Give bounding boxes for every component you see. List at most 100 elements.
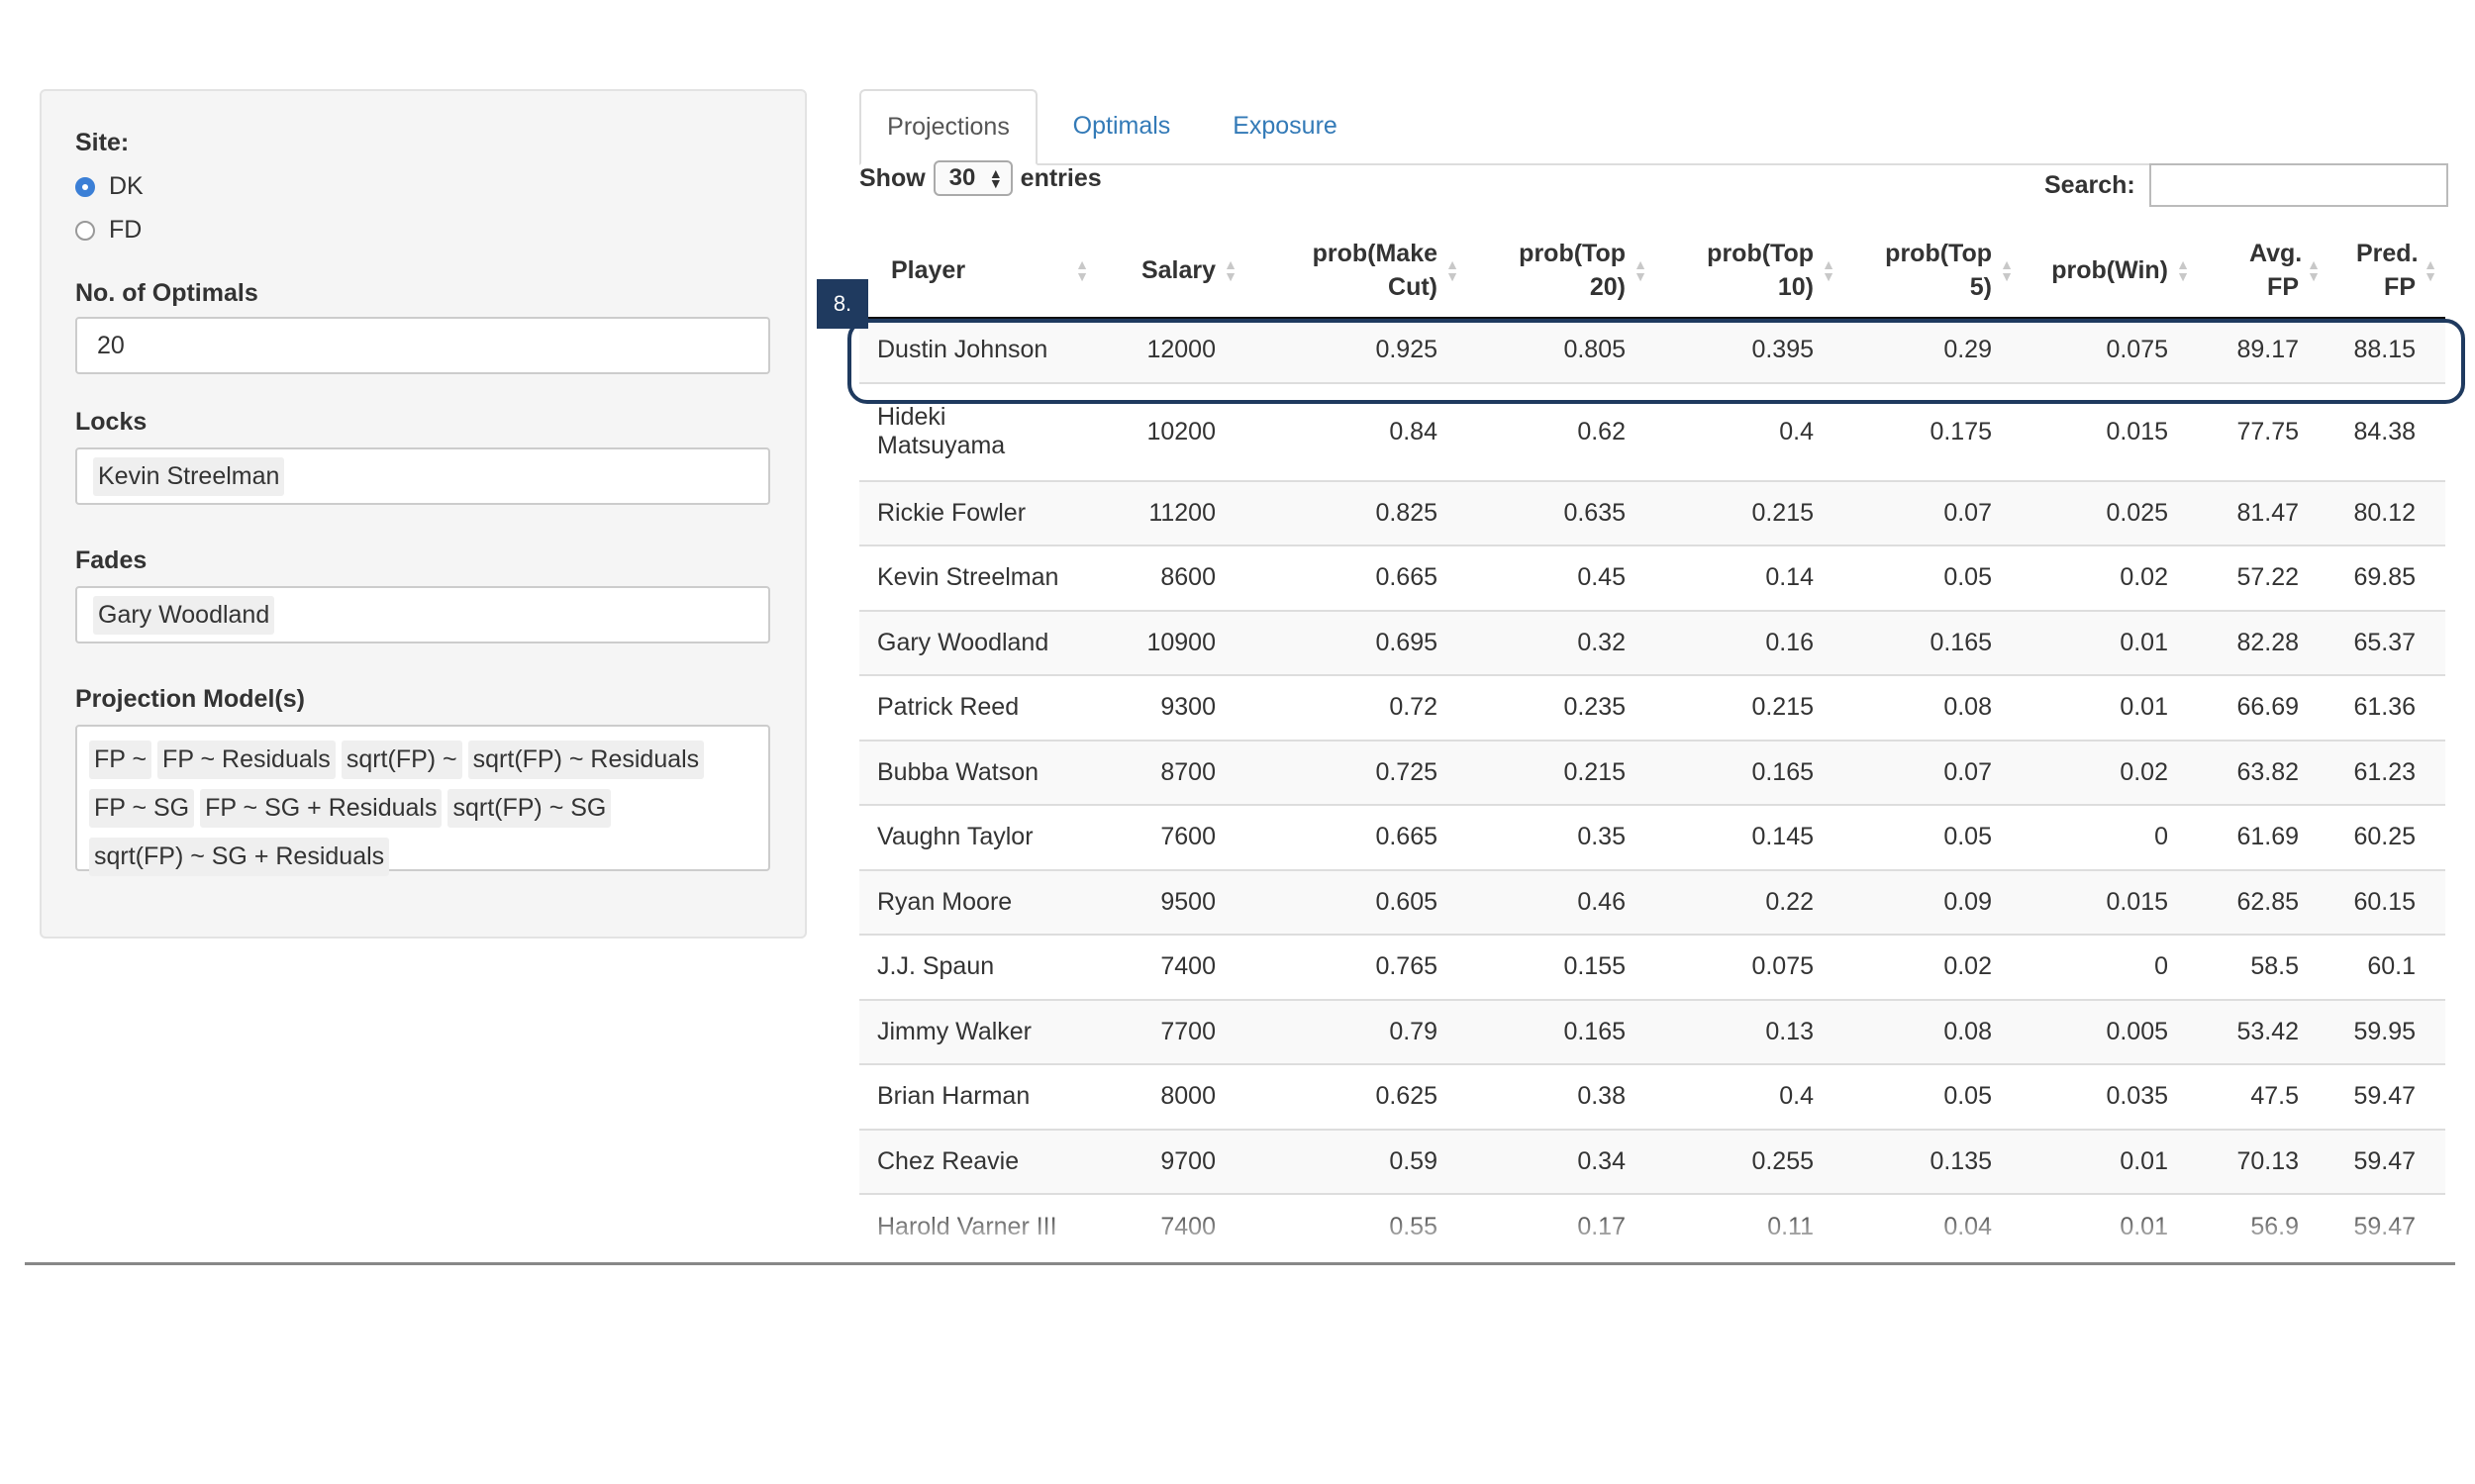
entries-label: entries <box>1020 163 1102 192</box>
table-cell: 59.47 <box>2328 1128 2445 1194</box>
optimals-input[interactable]: 20 <box>75 317 770 374</box>
model-chip[interactable]: sqrt(FP) ~ SG <box>447 789 612 828</box>
table-cell: 0.035 <box>2022 1063 2198 1130</box>
model-chip[interactable]: sqrt(FP) ~ Residuals <box>467 741 705 779</box>
radio-dk[interactable] <box>75 176 95 197</box>
model-chip[interactable]: FP ~ Residuals <box>157 741 336 779</box>
table-cell: 10900 <box>1097 609 1245 675</box>
table-cell: 0.765 <box>1245 934 1467 1000</box>
table-cell: 0.38 <box>1467 1063 1655 1130</box>
table-cell: 65.37 <box>2328 609 2445 675</box>
table-cell: 0.015 <box>2022 381 2198 481</box>
site-option-fd[interactable]: FD <box>75 216 142 245</box>
cell-player: Bubba Watson <box>859 739 1097 805</box>
table-cell: 8600 <box>1097 544 1245 611</box>
lock-chip[interactable]: Kevin Streelman <box>93 456 285 496</box>
table-cell: 0.695 <box>1245 609 1467 675</box>
site-option-label: DK <box>109 172 144 200</box>
table-cell: 84.38 <box>2328 381 2445 481</box>
col-header-pred-fp[interactable]: Pred. FP ▲ ▼ <box>2328 223 2445 319</box>
table-cell: 0.16 <box>1655 609 1843 675</box>
col-header-avg-fp[interactable]: Avg. FP ▲ ▼ <box>2198 223 2328 319</box>
table-row: Kevin Streelman 8600 0.665 0.45 0.14 0.05 0.02… <box>859 544 2445 611</box>
site-option-dk[interactable]: DK <box>75 172 144 201</box>
table-cell: 7700 <box>1097 998 1245 1064</box>
models-input[interactable]: FP ~ FP ~ Residuals sqrt(FP) ~ sqrt(FP) ~ R… <box>75 725 770 876</box>
table-cell: 0.145 <box>1655 804 1843 870</box>
table-cell: 0.665 <box>1245 544 1467 611</box>
table-cell: 0.01 <box>2022 674 2198 741</box>
table-cell: 0.01 <box>2022 609 2198 675</box>
col-header-top5[interactable]: prob(Top 5) ▲ ▼ <box>1843 223 2022 319</box>
fade-chip[interactable]: Gary Woodland <box>93 595 275 635</box>
table-row: Vaughn Taylor 7600 0.665 0.35 0.145 0.05 0 61.6… <box>859 804 2445 870</box>
cell-player: Patrick Reed <box>859 674 1097 741</box>
col-header-top10[interactable]: prob(Top 10) ▲ ▼ <box>1655 223 1843 319</box>
sidebar-panel: Site: DK FD No. of Optimals 20 Locks Kev… <box>40 89 807 939</box>
cell-player: Hideki Matsuyama <box>859 381 1097 481</box>
table-cell: 0.62 <box>1467 381 1655 481</box>
search-label: Search: <box>2044 170 2135 199</box>
entries-value: 30 <box>948 164 976 191</box>
cell-player: Brian Harman <box>859 1063 1097 1130</box>
table-cell: 59.47 <box>2328 1063 2445 1130</box>
table-cell: 0.45 <box>1467 544 1655 611</box>
table-row: Ryan Moore 9500 0.605 0.46 0.22 0.09 0.015 62.8… <box>859 868 2445 935</box>
table-cell: 0.625 <box>1245 1063 1467 1130</box>
table-cell: 0.395 <box>1655 318 1843 383</box>
table-cell: 0.01 <box>2022 1193 2198 1259</box>
sort-icon: ▲ ▼ <box>2424 255 2437 284</box>
sort-icon: ▲ ▼ <box>2176 255 2190 284</box>
table-cell: 0.665 <box>1245 804 1467 870</box>
table-cell: 0.155 <box>1467 934 1655 1000</box>
cell-player: Ryan Moore <box>859 868 1097 935</box>
model-chip[interactable]: FP ~ SG + Residuals <box>200 789 443 828</box>
tab-optimals[interactable]: Optimals <box>1072 112 1171 140</box>
table-row: J.J. Spaun 7400 0.765 0.155 0.075 0.02 0 58.5 60… <box>859 934 2445 1000</box>
locks-input[interactable]: Kevin Streelman <box>75 447 770 505</box>
col-header-make-cut[interactable]: prob(Make Cut) ▲ ▼ <box>1245 223 1467 319</box>
table-row: Harold Varner III 7400 0.55 0.17 0.11 0.04 0.0… <box>859 1193 2445 1259</box>
model-chip[interactable]: sqrt(FP) ~ SG + Residuals <box>89 838 390 876</box>
tab-projections[interactable]: Projections <box>859 89 1038 165</box>
table-cell: 69.85 <box>2328 544 2445 611</box>
model-chip[interactable]: sqrt(FP) ~ <box>341 741 462 779</box>
table-cell: 66.69 <box>2198 674 2328 741</box>
table-cell: 0.07 <box>1843 739 2022 805</box>
col-header-player[interactable]: Player ▲ ▼ <box>859 223 1097 319</box>
search-input[interactable] <box>2148 163 2448 207</box>
radio-fd[interactable] <box>75 220 95 241</box>
table-cell: 82.28 <box>2198 609 2328 675</box>
sort-icon: ▲ ▼ <box>2307 255 2321 284</box>
table-cell: 47.5 <box>2198 1063 2328 1130</box>
table-cell: 0.925 <box>1245 318 1467 383</box>
table-cell: 0.01 <box>2022 1128 2198 1194</box>
model-chip[interactable]: FP ~ <box>89 741 152 779</box>
col-header-salary[interactable]: Salary ▲ ▼ <box>1097 223 1245 319</box>
select-arrows-icon: ▲ ▼ <box>988 165 1003 191</box>
table-cell: 61.69 <box>2198 804 2328 870</box>
table-row: Patrick Reed 9300 0.72 0.235 0.215 0.08 0.01 66… <box>859 674 2445 741</box>
table-cell: 0.725 <box>1245 739 1467 805</box>
cell-player: Dustin Johnson <box>859 318 1097 383</box>
table-cell: 7400 <box>1097 934 1245 1000</box>
table-cell: 0.605 <box>1245 868 1467 935</box>
sort-icon: ▲ ▼ <box>1445 255 1459 284</box>
model-chip[interactable]: FP ~ SG <box>89 789 195 828</box>
table-cell: 0.02 <box>1843 934 2022 1000</box>
sort-icon: ▲ ▼ <box>1822 255 1835 284</box>
tab-exposure[interactable]: Exposure <box>1233 112 1337 140</box>
table-cell: 62.85 <box>2198 868 2328 935</box>
site-option-label: FD <box>109 216 143 244</box>
table-cell: 0.46 <box>1467 868 1655 935</box>
entries-select[interactable]: 30 ▲ ▼ <box>933 160 1013 196</box>
table-cell: 0.22 <box>1655 868 1843 935</box>
table-row: Rickie Fowler 11200 0.825 0.635 0.215 0.07 0.0… <box>859 479 2445 545</box>
fades-input[interactable]: Gary Woodland <box>75 586 770 643</box>
table-cell: 0.13 <box>1655 998 1843 1064</box>
table-cell: 0.35 <box>1467 804 1655 870</box>
table-cell: 0.165 <box>1467 998 1655 1064</box>
col-header-top20[interactable]: prob(Top 20) ▲ ▼ <box>1467 223 1655 319</box>
table-header-row: Player ▲ ▼ Salary ▲ ▼ prob(Make Cut) ▲ ▼ prob(… <box>859 223 2445 319</box>
col-header-win[interactable]: prob(Win) ▲ ▼ <box>2022 223 2198 319</box>
